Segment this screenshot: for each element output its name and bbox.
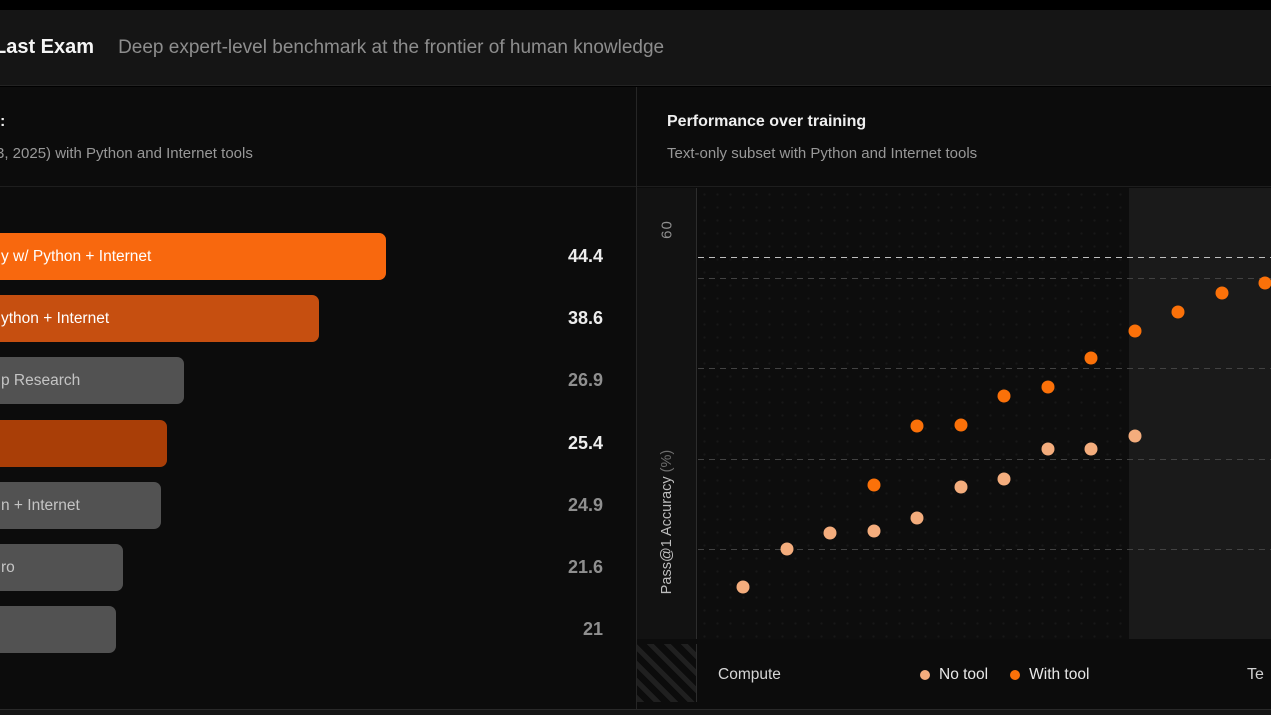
reference-line [698,257,1271,258]
y-axis-label-text: Pass@1 Accuracy [658,476,675,595]
bar: y w/ Python + Internet [0,233,386,280]
scatter-panel: Performance over training Text-only subs… [637,87,1271,709]
with-tool-dot-icon [1010,669,1021,680]
bar: ython + Internet [0,295,319,342]
legend-label-no-tool: No tool [939,665,989,683]
bar-row: ython + Internet 38.6 [0,295,636,342]
y-axis-unit: (%) [658,449,675,473]
data-point-with-tool [910,419,924,433]
bar-value: 21 [582,619,603,639]
data-point-with-tool [1215,286,1229,300]
x-axis-label: Compute [718,665,781,683]
no-tool-dot-icon [920,669,930,680]
bar-label: y w/ Python + Internet [1,247,152,265]
right-edge-axis-label: Te [1247,665,1264,683]
bar [0,606,116,653]
data-point-with-tool [867,478,881,492]
bar-value: 21.6 [567,557,603,577]
bar: ro [0,544,123,591]
bar-row: 21 [0,606,636,653]
data-point-no-tool [1084,442,1098,456]
gridline [698,459,1271,460]
scatter-subtitle: Text-only subset with Python and Interne… [667,145,978,162]
bar-value: 26.9 [567,370,603,390]
shaded-compute-region [1129,188,1271,639]
bar-chart-subtitle: 3, 2025) with Python and Internet tools [0,145,253,162]
benchmark-title: Last Exam [0,36,95,58]
panel-divider [636,87,637,709]
x-axis-row: Compute No tool With tool Te [637,640,1271,709]
bar-row: p Research 26.9 [0,357,636,404]
gridline [698,368,1271,369]
legend-item-no-tool[interactable]: No tool [920,666,988,684]
data-point-no-tool [910,511,924,525]
bar-row: y w/ Python + Internet 44.4 [0,233,636,280]
scatter-title: Performance over training [667,113,867,130]
bar: n + Internet [0,482,161,529]
bar-value: 24.9 [567,495,603,515]
bar-value: 44.4 [567,246,603,266]
legend: No tool With tool [920,666,1089,684]
main-content: : 3, 2025) with Python and Internet tool… [0,87,1271,709]
y-axis-tick-60: 60 [658,220,675,239]
y-axis-label: Pass@1 Accuracy (%) [659,450,675,594]
bar [0,420,167,467]
scatter-header: Performance over training Text-only subs… [637,87,1271,187]
legend-label-with-tool: With tool [1029,665,1090,683]
data-point-no-tool [1128,429,1142,443]
data-point-no-tool [997,472,1011,486]
bar-row: 25.4 [0,420,636,467]
gridline [698,549,1271,550]
data-point-no-tool [1041,442,1055,456]
data-point-no-tool [867,524,881,538]
legend-item-with-tool[interactable]: With tool [1010,666,1089,684]
data-point-with-tool [954,418,968,432]
scatter-chart: 60 Pass@1 Accuracy (%) [637,188,1271,639]
data-point-with-tool [1258,276,1271,290]
data-point-no-tool [736,580,750,594]
bar-chart-title: : [0,113,6,130]
bar-chart-panel: : 3, 2025) with Python and Internet tool… [0,87,636,709]
bar: p Research [0,357,184,404]
bar-value: 38.6 [567,308,603,328]
top-header-bar: Last Exam Deep expert-level benchmark at… [0,10,1271,86]
data-point-with-tool [1171,305,1185,319]
bar-chart-header: : 3, 2025) with Python and Internet tool… [0,87,636,187]
bar-row: ro 21.6 [0,544,636,591]
gridline [698,278,1271,279]
data-point-with-tool [1128,324,1142,338]
bar-label: n + Internet [1,496,80,514]
data-point-with-tool [1041,380,1055,394]
bar-value: 25.4 [567,433,603,453]
data-point-no-tool [780,542,794,556]
data-point-no-tool [823,526,837,540]
bar-label: ro [1,558,15,576]
bottom-strip [0,709,1271,715]
benchmark-tagline: Deep expert-level benchmark at the front… [118,36,665,58]
bar-label: ython + Internet [1,309,110,327]
top-black-strip [0,0,1271,10]
bar-label: p Research [1,371,81,389]
bar-row: n + Internet 24.9 [0,482,636,529]
scatter-plot-area [698,188,1271,639]
data-point-with-tool [1084,351,1098,365]
data-point-no-tool [954,480,968,494]
axis-corner-hatch [637,644,697,702]
y-axis-column: 60 Pass@1 Accuracy (%) [637,188,697,639]
data-point-with-tool [997,389,1011,403]
